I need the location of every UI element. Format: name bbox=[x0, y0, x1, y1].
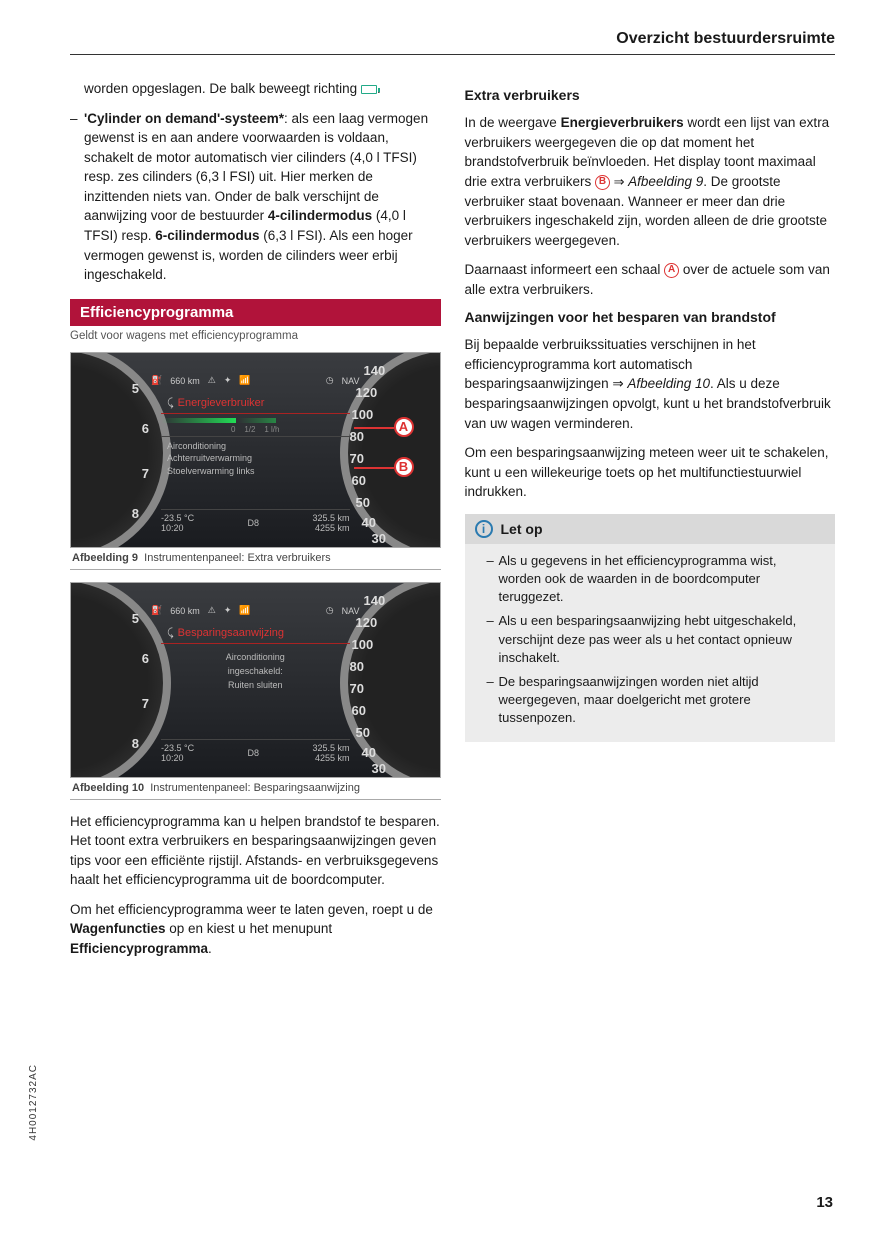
subheading: Extra verbruikers bbox=[465, 87, 836, 103]
light-icon: ✦ bbox=[224, 605, 232, 616]
clock-icon: ◷ bbox=[326, 375, 334, 386]
clock-icon: ◷ bbox=[326, 605, 334, 616]
paragraph: Daarnaast informeert een schaal A over d… bbox=[465, 260, 836, 299]
page-number: 13 bbox=[816, 1194, 833, 1211]
note-item: De besparingsaanwijzingen worden niet al… bbox=[487, 673, 822, 728]
section-banner: Efficiencyprogramma bbox=[70, 299, 441, 326]
figure-9: RAH-8043 5 6 7 8 140 120 100 80 70 60 50… bbox=[70, 352, 441, 548]
left-column: worden opgeslagen. De balk beweegt richt… bbox=[70, 79, 441, 969]
warning-icon: ⚠ bbox=[208, 375, 216, 386]
note-item: Als u een besparingsaanwijzing hebt uitg… bbox=[487, 612, 822, 667]
ref-b-icon: B bbox=[595, 175, 610, 190]
note-box: i Let op Als u gegevens in het efficienc… bbox=[465, 514, 836, 742]
signal-icon: 📶 bbox=[239, 605, 250, 616]
paragraph: Om een besparingsaanwijzing meteen weer … bbox=[465, 443, 836, 502]
range-icon: ⛽ bbox=[151, 605, 162, 616]
warning-icon: ⚠ bbox=[208, 605, 216, 616]
intro-line: worden opgeslagen. De balk beweegt richt… bbox=[70, 79, 441, 99]
banner-subtitle: Geldt voor wagens met efficiencyprogramm… bbox=[70, 330, 441, 342]
note-item: Als u gegevens in het efficiencyprogramm… bbox=[487, 552, 822, 607]
figure-10: RAH-8044 5 6 7 8 140 120 100 80 70 60 50… bbox=[70, 582, 441, 778]
figure-10-caption: Afbeelding 10 Instrumentenpaneel: Bespar… bbox=[70, 778, 441, 800]
subheading: Aanwijzingen voor het besparen van brand… bbox=[465, 309, 836, 325]
paragraph: Het efficiencyprogramma kan u helpen bra… bbox=[70, 812, 441, 890]
signal-icon: 📶 bbox=[239, 375, 250, 386]
battery-icon bbox=[361, 85, 377, 94]
paragraph: In de weergave Energieverbruikers wordt … bbox=[465, 113, 836, 250]
figure-9-caption: Afbeelding 9 Instrumentenpaneel: Extra v… bbox=[70, 548, 441, 570]
curve-icon: ⤹ bbox=[167, 397, 174, 409]
curve-icon: ⤹ bbox=[167, 627, 174, 639]
ref-a-icon: A bbox=[664, 263, 679, 278]
right-column: Extra verbruikers In de weergave Energie… bbox=[465, 79, 836, 969]
callout-a: A bbox=[394, 417, 414, 437]
note-title: Let op bbox=[501, 521, 543, 537]
paragraph: Om het efficiencyprogramma weer te laten… bbox=[70, 900, 441, 959]
range-icon: ⛽ bbox=[151, 375, 162, 386]
cod-item: 'Cylinder on demand'-systeem*: als een l… bbox=[70, 109, 441, 285]
info-icon: i bbox=[475, 520, 493, 538]
callout-b: B bbox=[394, 457, 414, 477]
page-header: Overzicht bestuurdersruimte bbox=[70, 30, 835, 55]
light-icon: ✦ bbox=[224, 375, 232, 386]
document-code: 4H0012732AC bbox=[28, 1064, 39, 1141]
paragraph: Bij bepaalde verbruikssituaties verschij… bbox=[465, 335, 836, 433]
